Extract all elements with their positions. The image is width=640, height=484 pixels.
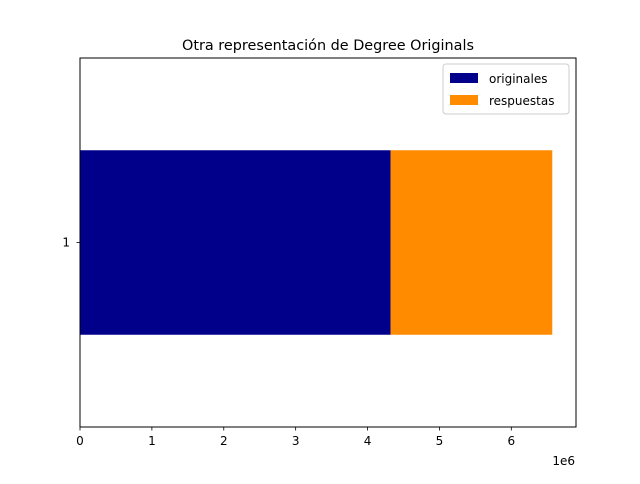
x-axis-offset-label: 1e6 (552, 454, 575, 468)
bar-originales-1 (80, 150, 391, 335)
x-tick-label-1: 1 (148, 434, 156, 448)
legend: originales respuestas (442, 63, 570, 115)
legend-swatch-respuestas (450, 95, 478, 105)
x-tick-label-3: 3 (292, 434, 300, 448)
bar-respuestas-1 (390, 150, 553, 335)
x-tick-label-4: 4 (364, 434, 372, 448)
x-axis: 0 1 2 3 4 5 6 (76, 427, 515, 448)
y-tick-label-1: 1 (62, 236, 70, 250)
chart-title: Otra representación de Degree Originals (182, 38, 474, 54)
legend-label-respuestas: respuestas (489, 94, 554, 108)
x-tick-label-5: 5 (436, 434, 444, 448)
x-tick-label-2: 2 (220, 434, 228, 448)
x-tick-label-6: 6 (507, 434, 515, 448)
legend-label-originales: originales (489, 72, 548, 86)
y-axis: 1 (62, 236, 80, 250)
legend-swatch-originales (450, 73, 478, 83)
x-tick-label-0: 0 (76, 434, 84, 448)
bars-layer (80, 150, 553, 335)
